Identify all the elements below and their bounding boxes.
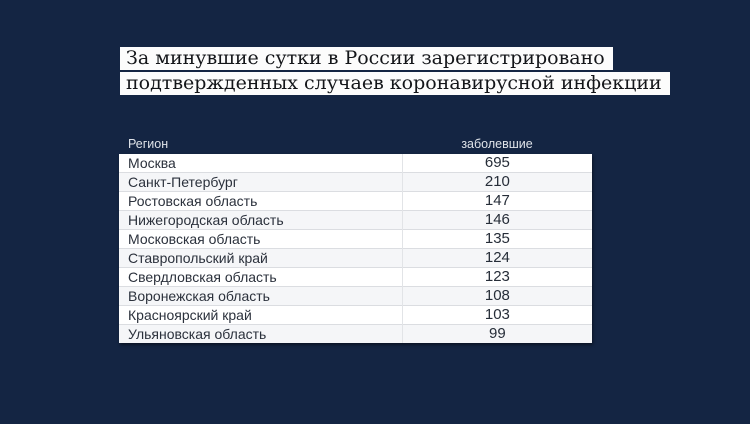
region-column-header: Регион	[128, 137, 169, 151]
cases-cell: 103	[402, 305, 592, 325]
table-row: Ставропольский край 124	[119, 248, 592, 268]
table-row: Ульяновская область 99	[119, 324, 592, 343]
title-line-2: подтвержденных случаев коронавирусной ин…	[120, 72, 670, 95]
table-row: Свердловская область 123	[119, 267, 592, 287]
cases-cell: 99	[402, 324, 592, 343]
page-title: За минувшие сутки в России зарегистриров…	[120, 47, 670, 97]
cases-cell: 124	[402, 248, 592, 268]
title-line-1: За минувшие сутки в России зарегистриров…	[120, 47, 613, 70]
region-cell: Нижегородская область	[119, 210, 403, 230]
cases-table-body: Москва 695 Санкт-Петербург 210 Ростовская об…	[119, 154, 592, 343]
table-row: Санкт-Петербург 210	[119, 172, 592, 192]
cases-column-header: заболевшие	[461, 137, 533, 151]
title-line-wrap: подтвержденных случаев коронавирусной ин…	[120, 72, 670, 95]
region-cell: Воронежская область	[119, 286, 403, 306]
cases-cell: 123	[402, 267, 592, 287]
region-cell: Московская область	[119, 229, 403, 249]
cases-cell: 210	[402, 172, 592, 192]
region-cell: Санкт-Петербург	[119, 172, 403, 192]
cases-cell: 695	[484, 154, 510, 171]
cases-cell: 108	[402, 286, 592, 306]
region-cell: Ставропольский край	[119, 248, 403, 268]
cases-cell: 147	[402, 191, 592, 211]
region-cell: Москва	[119, 154, 403, 173]
table-row: Московская область 135	[119, 229, 592, 249]
table-row: Нижегородская область 146	[119, 210, 592, 230]
table-row: Воронежская область 108	[119, 286, 592, 306]
table-row: Красноярский край 103	[119, 305, 592, 325]
table-row: Ростовская область 147	[119, 191, 592, 211]
region-cell: Ростовская область	[119, 191, 403, 211]
title-line-wrap: За минувшие сутки в России зарегистриров…	[120, 47, 670, 70]
cases-cell: 146	[402, 210, 592, 230]
region-cell: Свердловская область	[119, 267, 403, 287]
cases-cell: 135	[402, 229, 592, 249]
cases-table: Москва 695 Санкт-Петербург 210 Ростовская об…	[119, 154, 592, 343]
cases-table-area: Регион заболевшие Москва 695 Санкт-Петербу…	[119, 137, 592, 343]
region-cell: Красноярский край	[119, 305, 403, 325]
table-column-headers: Регион заболевшие	[119, 137, 592, 151]
region-cell: Ульяновская область	[119, 324, 403, 343]
table-row: Москва 695	[119, 154, 592, 173]
